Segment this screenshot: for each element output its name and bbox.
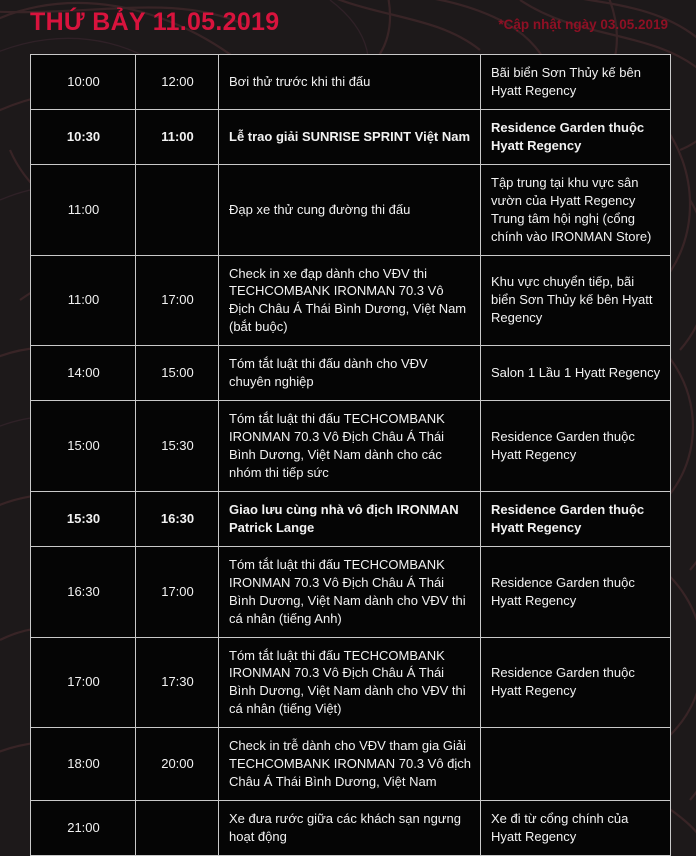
schedule-row: 15:30 16:30 Giao lưu cùng nhà vô địch IRON… (30, 490, 671, 547)
cell-activity: Check in xe đạp dành cho VĐV thi TECHCOM… (218, 254, 481, 347)
cell-location: Residence Garden thuộc Hyatt Regency (480, 636, 671, 729)
cell-start-time: 10:00 (30, 54, 136, 110)
cell-end-time: 11:00 (135, 108, 219, 165)
cell-end-time: 16:30 (135, 490, 219, 547)
cell-location: Residence Garden thuộc Hyatt Regency (480, 545, 671, 638)
cell-start-time: 10:30 (30, 108, 136, 165)
schedule-row: 17:00 17:30 Tóm tắt luật thi đấu TECHCOMBA… (30, 636, 671, 729)
cell-end-time: 20:00 (135, 727, 219, 802)
cell-location: Bãi biển Sơn Thủy kế bên Hyatt Regency (480, 54, 671, 110)
cell-activity: Tóm tắt luật thi đấu TECHCOMBANK IRONMAN… (218, 545, 481, 638)
cell-location: Residence Garden thuộc Hyatt Regency (480, 108, 671, 165)
schedule-row: 11:00 17:00 Check in xe đạp dành cho VĐV t… (30, 254, 671, 347)
cell-location: Tập trung tại khu vực sân vườn của Hyatt… (480, 163, 671, 256)
cell-location: Residence Garden thuộc Hyatt Regency (480, 490, 671, 547)
cell-start-time: 16:30 (30, 545, 136, 638)
cell-location: Khu vực chuyển tiếp, bãi biển Sơn Thủy k… (480, 254, 671, 347)
cell-end-time: 12:00 (135, 54, 219, 110)
cell-start-time: 11:00 (30, 254, 136, 347)
cell-start-time: 21:00 (30, 800, 136, 856)
cell-start-time: 17:00 (30, 636, 136, 729)
schedule-row: 16:30 17:00 Tóm tắt luật thi đấu TECHCOMBA… (30, 545, 671, 638)
cell-activity: Tóm tắt luật thi đấu TECHCOMBANK IRONMAN… (218, 400, 481, 492)
cell-activity: Tóm tắt luật thi đấu dành cho VĐV chuyên… (218, 345, 481, 402)
schedule-table: 10:00 12:00 Bơi thử trước khi thi đấu Bãi b… (30, 54, 671, 856)
cell-end-time: 15:30 (135, 400, 219, 492)
cell-activity: Lễ trao giải SUNRISE SPRINT Việt Nam (218, 108, 481, 165)
page-title: THỨ BẢY 11.05.2019 (30, 8, 280, 36)
cell-location: Residence Garden thuộc Hyatt Regency (480, 400, 671, 492)
cell-activity: Bơi thử trước khi thi đấu (218, 54, 481, 110)
schedule-row: 10:30 11:00 Lễ trao giải SUNRISE SPRINT Vi… (30, 108, 671, 165)
cell-start-time: 15:30 (30, 490, 136, 547)
update-note: *Cập nhật ngày 03.05.2019 (498, 17, 668, 32)
cell-end-time (135, 163, 219, 256)
schedule-row: 11:00 Đạp xe thử cung đường thi đấu Tập tr… (30, 163, 671, 256)
cell-start-time: 11:00 (30, 163, 136, 256)
cell-activity: Tóm tắt luật thi đấu TECHCOMBANK IRONMAN… (218, 636, 481, 729)
cell-activity: Đạp xe thử cung đường thi đấu (218, 163, 481, 256)
cell-location: Salon 1 Lầu 1 Hyatt Regency (480, 345, 671, 402)
schedule-row: 21:00 Xe đưa rước giữa các khách sạn ngưn… (30, 800, 671, 856)
cell-activity: Giao lưu cùng nhà vô địch IRONMAN Patric… (218, 490, 481, 547)
cell-end-time (135, 800, 219, 856)
schedule-row: 14:00 15:00 Tóm tắt luật thi đấu dành cho … (30, 345, 671, 402)
cell-start-time: 14:00 (30, 345, 136, 402)
cell-activity: Xe đưa rước giữa các khách sạn ngưng hoạ… (218, 800, 481, 856)
schedule-table-body: 10:00 12:00 Bơi thử trước khi thi đấu Bãi b… (30, 54, 671, 856)
cell-location: Xe đi từ cổng chính của Hyatt Regency (480, 800, 671, 856)
cell-end-time: 17:00 (135, 545, 219, 638)
cell-location (480, 727, 671, 802)
cell-start-time: 18:00 (30, 727, 136, 802)
cell-activity: Check in trễ dành cho VĐV tham gia Giải … (218, 727, 481, 802)
cell-end-time: 17:00 (135, 254, 219, 347)
cell-end-time: 15:00 (135, 345, 219, 402)
cell-end-time: 17:30 (135, 636, 219, 729)
schedule-row: 18:00 20:00 Check in trễ dành cho VĐV tham… (30, 727, 671, 802)
cell-start-time: 15:00 (30, 400, 136, 492)
schedule-row: 10:00 12:00 Bơi thử trước khi thi đấu Bãi b… (30, 54, 671, 110)
page-header: THỨ BẢY 11.05.2019 *Cập nhật ngày 03.05.… (0, 0, 696, 50)
schedule-row: 15:00 15:30 Tóm tắt luật thi đấu TECHCOMBA… (30, 400, 671, 492)
